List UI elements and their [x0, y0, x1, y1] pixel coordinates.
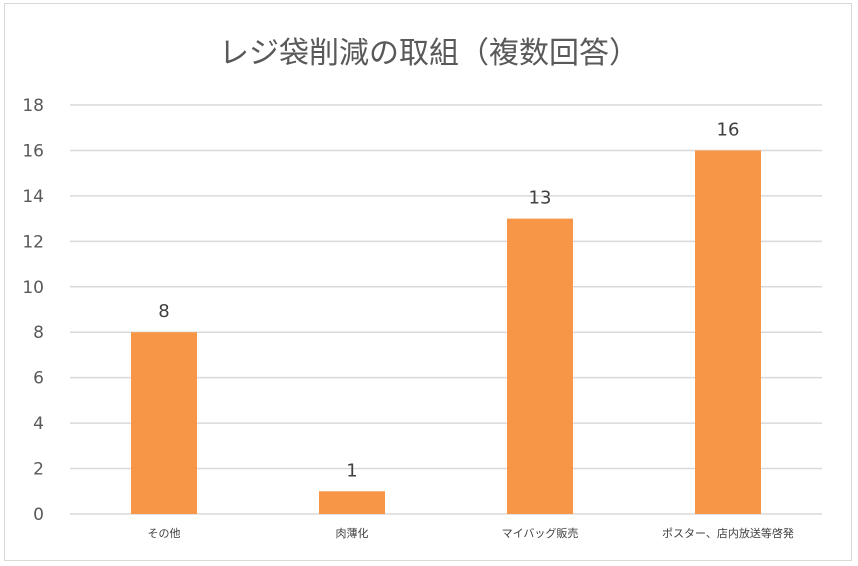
category-label: ポスター、店内放送等啓発	[662, 526, 794, 540]
y-tick-label: 10	[22, 278, 44, 298]
category-label: その他	[148, 527, 181, 540]
bar	[507, 218, 573, 514]
data-labels: 8 1 13 16	[158, 119, 739, 481]
y-tick-label: 2	[33, 460, 44, 480]
y-tick-label: 16	[22, 141, 44, 161]
category-label: マイバッグ販売	[502, 526, 579, 540]
data-label: 8	[158, 301, 169, 322]
y-tick-label: 18	[22, 96, 44, 116]
y-axis-ticks: 0 2 4 6 8 10 12 14 16 18	[22, 96, 44, 525]
y-tick-label: 4	[33, 414, 44, 434]
data-label: 16	[717, 119, 740, 140]
data-label: 13	[529, 188, 552, 209]
x-axis-categories: その他 肉薄化 マイバッグ販売 ポスター、店内放送等啓発	[148, 526, 794, 540]
chart-title: レジ袋削減の取組（複数回答）	[219, 36, 639, 71]
y-tick-label: 8	[33, 323, 44, 343]
bar	[131, 332, 197, 514]
data-label: 1	[346, 460, 357, 481]
y-tick-label: 14	[22, 187, 44, 207]
y-tick-label: 12	[22, 232, 44, 252]
bars	[131, 150, 761, 514]
y-tick-label: 6	[33, 369, 44, 389]
y-tick-label: 0	[33, 505, 44, 525]
bar	[319, 491, 385, 514]
bar	[695, 150, 761, 514]
category-label: 肉薄化	[336, 526, 369, 540]
